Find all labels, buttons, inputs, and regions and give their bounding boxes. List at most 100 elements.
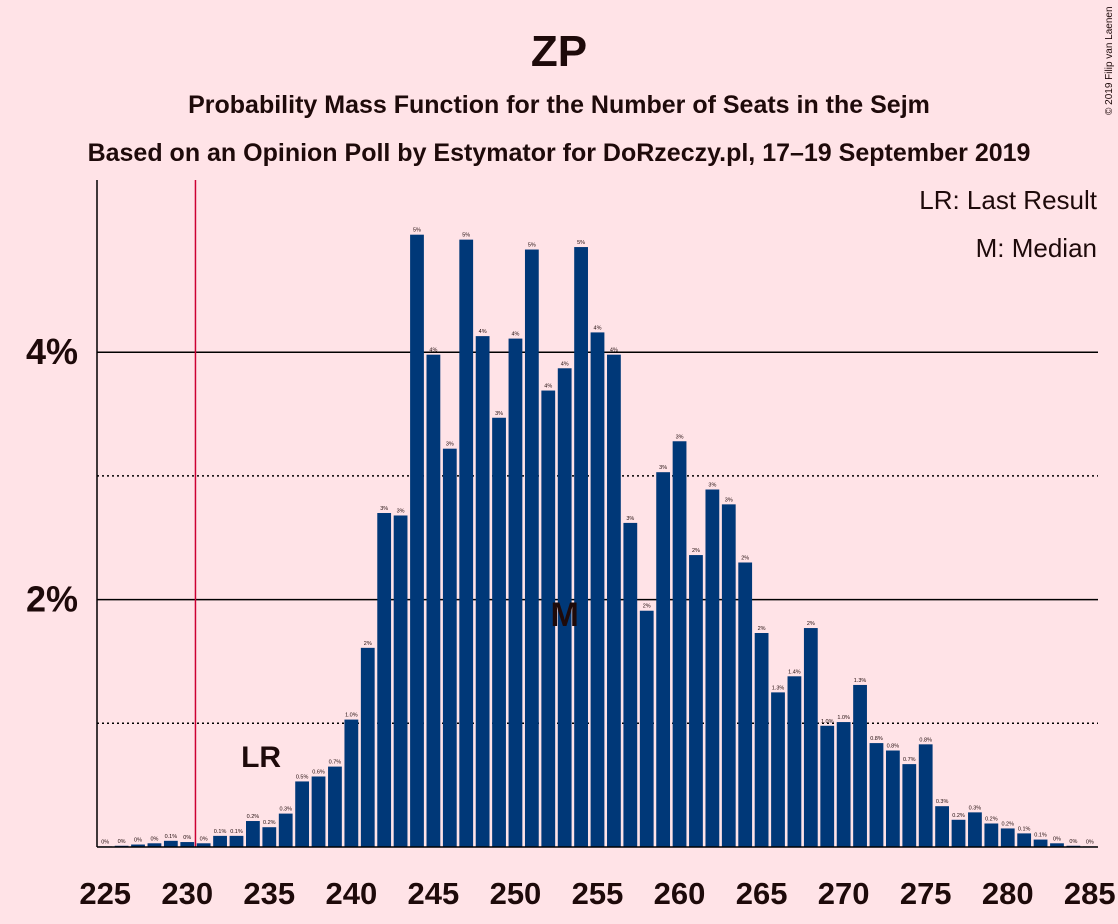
bar-label: 0.3%: [969, 805, 982, 811]
bar-label: 0.8%: [870, 736, 883, 742]
bar: [721, 504, 736, 847]
bar: [787, 676, 802, 847]
bar: [672, 441, 687, 847]
bar-label: 2%: [692, 548, 700, 554]
bar: [246, 821, 260, 847]
bar-label: 4%: [610, 348, 618, 354]
bar-label: 0.8%: [887, 744, 900, 750]
bar-label: 0.1%: [1018, 826, 1031, 832]
bar: [557, 368, 572, 847]
bar-label: 3%: [676, 434, 684, 440]
bar: [590, 332, 605, 848]
bar: [393, 515, 408, 847]
bar: [885, 750, 900, 847]
bar: [869, 743, 884, 847]
bar-label: 3%: [626, 516, 634, 522]
bar: [131, 844, 145, 847]
bar: [1033, 839, 1048, 847]
x-tick-label: 235: [243, 876, 295, 911]
x-tick-label: 265: [736, 876, 788, 911]
y-tick-labels: 2% 4%: [26, 331, 78, 619]
bar-label: 3%: [380, 506, 388, 512]
x-tick-label: 285: [1064, 876, 1116, 911]
chart-subtitle: Probability Mass Function for the Number…: [188, 91, 930, 119]
bar-label: 4%: [429, 348, 437, 354]
bar-label: 3%: [397, 508, 405, 514]
bar-label: 2%: [643, 604, 651, 610]
bar-label: 3%: [708, 483, 716, 489]
bar: [475, 336, 490, 847]
legend-median: M: Median: [976, 233, 1097, 263]
bar: [1017, 833, 1032, 847]
bar-label: 0.7%: [329, 760, 342, 766]
bar-label: 0.5%: [296, 774, 309, 780]
bar-label: 0.3%: [279, 807, 292, 813]
bar: [163, 840, 178, 847]
x-tick-labels: 225 230 235 240 245 250 255 260 265 270 275 280 285: [79, 876, 1115, 911]
bar-label: 4%: [479, 329, 487, 335]
bar-label: 0%: [150, 836, 158, 842]
bar-label: 2%: [807, 621, 815, 627]
x-tick-label: 240: [325, 876, 377, 911]
bar: [295, 781, 310, 847]
bar: [311, 776, 326, 847]
bar: [278, 813, 293, 847]
median-label: M: [551, 596, 579, 634]
bar-label: 0.7%: [903, 757, 916, 763]
bar-label: 3%: [725, 497, 733, 503]
bar-label: 0.2%: [1001, 821, 1014, 827]
bar: [426, 354, 441, 847]
bar: [410, 234, 424, 847]
bar-label: 0.6%: [312, 769, 325, 775]
bar-label: 0.3%: [936, 799, 949, 805]
bar: [803, 628, 818, 847]
y-tick-label: 4%: [26, 331, 78, 372]
bar-label: 0.2%: [952, 813, 965, 819]
bar: [705, 489, 720, 847]
bar-label: 0%: [200, 836, 208, 842]
x-tick-label: 245: [408, 876, 460, 911]
bar: [836, 722, 851, 847]
bar-label: 1.3%: [854, 678, 867, 684]
bar-label: 5%: [462, 233, 470, 239]
bar-label: 3%: [659, 465, 667, 471]
bar-label: 5%: [413, 228, 421, 234]
bar-label: 0%: [134, 838, 142, 844]
bar: [524, 249, 539, 848]
bar: [935, 806, 949, 847]
last-result-label: LR: [241, 741, 281, 774]
bar: [984, 823, 999, 847]
bar-label: 0%: [183, 835, 191, 841]
bar-label: 0%: [118, 839, 126, 845]
bar: [639, 610, 654, 847]
bar: [196, 843, 211, 847]
bar-label: 1.0%: [837, 715, 850, 721]
bar-label: 0.2%: [247, 814, 260, 820]
bar: [689, 555, 703, 847]
bar-label: 2%: [758, 626, 766, 632]
bar-label: 0%: [1069, 839, 1077, 845]
bar-label: 1.0%: [821, 719, 834, 725]
bar-value-labels: 0% 0% 0% 0% 0.1% 0% 0%0.1% 0.1%0.2%0.2%0.3%0.5%…: [101, 228, 1094, 846]
bar: [902, 764, 917, 847]
bar: [541, 390, 556, 847]
bar-label: 0.1%: [214, 829, 227, 835]
bar: [377, 513, 392, 847]
bar-label: 0.2%: [985, 816, 998, 822]
bar: [951, 819, 966, 847]
bar-label: 1.4%: [788, 669, 801, 675]
x-tick-label: 280: [982, 876, 1034, 911]
bar: [442, 448, 457, 847]
bars: [98, 234, 1097, 848]
bar-label: 0.1%: [1034, 833, 1047, 839]
bar: [213, 835, 227, 847]
bar-label: 0%: [101, 839, 109, 845]
bar-label: 1.3%: [772, 685, 785, 691]
bar-label: 3%: [446, 442, 454, 448]
bar-label: 4%: [561, 361, 569, 367]
bar-label: 0.1%: [165, 834, 178, 840]
bar: [180, 842, 195, 847]
bar: [360, 647, 375, 847]
bar: [656, 472, 671, 847]
bar-label: 0%: [1086, 839, 1094, 845]
